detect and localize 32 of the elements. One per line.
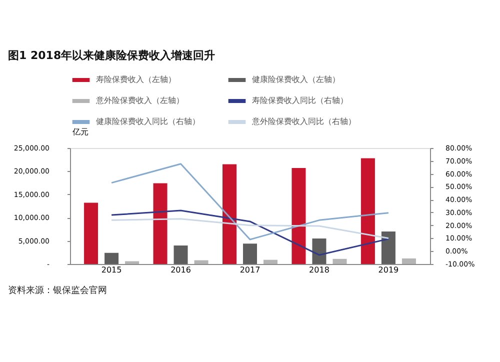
bar [84,202,98,264]
bar [292,168,306,264]
line-series [110,163,390,240]
bar [381,232,396,264]
bar [264,260,278,264]
legend-label: 寿险保费收入（左轴） [96,75,176,84]
line-series [110,210,390,256]
bar [402,258,416,264]
bar [194,260,208,264]
x-tick-label: 2015 [101,266,122,274]
bar [360,158,375,264]
bar [174,245,188,264]
chart-title: 图1 2018年以来健康险保费收入增速回升 [8,49,216,62]
legend-label: 意外险保费收入同比（右轴） [251,117,356,126]
bar [312,238,326,264]
legend-label: 健康险保费收入（左轴） [252,75,340,84]
bar [153,183,168,264]
bar [222,164,236,264]
bar [104,252,119,264]
x-tick-label: 2016 [170,266,191,274]
x-tick-label: 2018 [309,266,330,274]
legend-label: 健康险保费收入同比（右轴） [96,117,200,126]
x-tick-label: 2019 [378,266,399,274]
legend-label: 寿险保费收入同比（右轴） [252,96,348,105]
bar [243,244,257,264]
y-axis-title: 亿元 [72,128,88,136]
bar [332,258,347,264]
x-tick-label: 2017 [240,266,260,274]
legend-label: 意外险保费收入（左轴） [95,96,184,105]
line-series [110,218,390,239]
bar [125,261,140,264]
text: 资料来源：银保监会官网 [8,285,107,296]
